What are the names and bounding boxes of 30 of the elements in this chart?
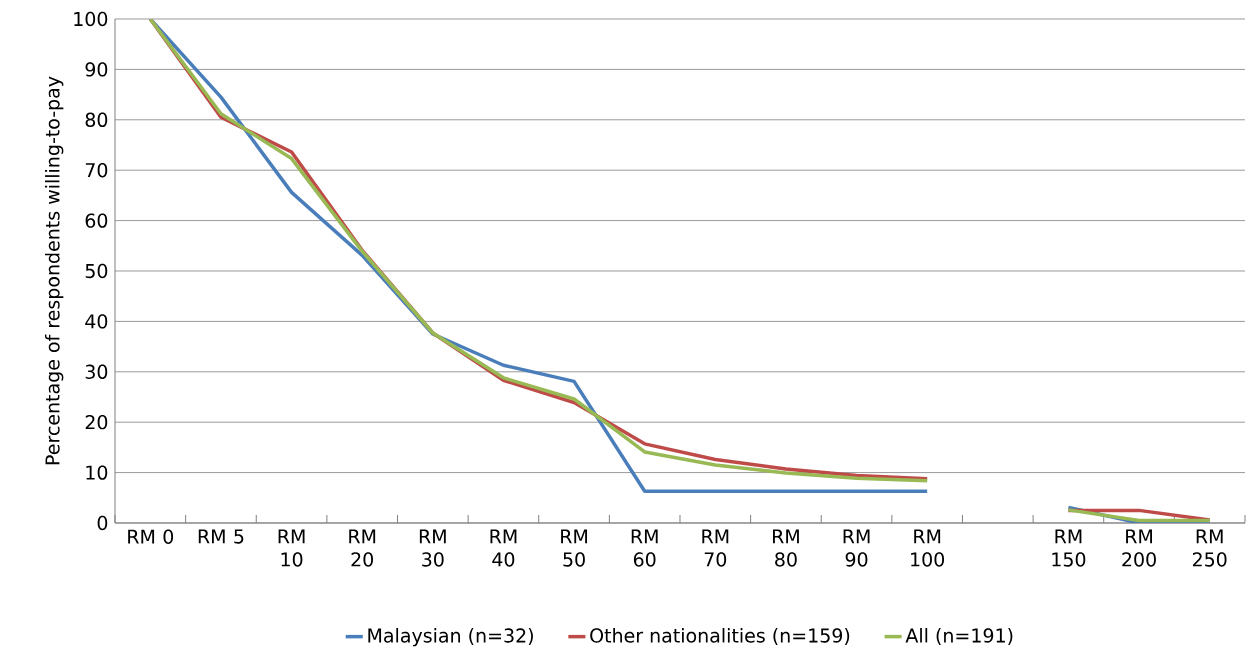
y-tick-label: 10	[86, 465, 108, 480]
y-tick-label: 0	[97, 515, 108, 531]
x-tick-label: RM 20	[349, 529, 376, 567]
x-tick-label: RM 30	[419, 529, 446, 567]
x-tick-label: RM 50	[561, 529, 588, 567]
x-tick-label: RM 5	[198, 529, 244, 544]
legend-label: All (n=191)	[905, 627, 1013, 645]
x-tick-label: RM 60	[631, 529, 658, 567]
y-tick-label: 80	[85, 112, 108, 127]
y-tick-label: 70	[85, 163, 108, 178]
x-tick-label: RM 0	[128, 529, 174, 544]
x-tick-label: RM 100	[911, 529, 945, 567]
x-tick-label: RM 40	[490, 529, 517, 567]
legend-label: Malaysian (n=32)	[368, 627, 533, 647]
y-tick-label: 20	[85, 415, 108, 430]
x-tick-label: RM 10	[278, 529, 305, 567]
y-tick-label: 60	[85, 213, 108, 228]
y-tick-label: 40	[85, 314, 108, 329]
y-tick-label: 50	[85, 263, 108, 279]
y-tick-label: 30	[85, 364, 108, 379]
x-tick-label: RM 200	[1122, 529, 1156, 567]
x-tick-label: RM 80	[773, 529, 799, 567]
x-tick-label: RM 70	[702, 529, 729, 567]
x-tick-label: RM 250	[1192, 529, 1227, 567]
y-tick-label: 100	[74, 11, 108, 27]
y-tick-label: 90	[85, 62, 108, 77]
legend-label: Other nationalities (n=159)	[590, 627, 850, 645]
y-axis-title: Percentage of respondents willing-to-pay	[44, 76, 64, 465]
x-tick-label: RM 90	[843, 529, 870, 567]
x-tick-label: RM 150	[1052, 529, 1086, 567]
